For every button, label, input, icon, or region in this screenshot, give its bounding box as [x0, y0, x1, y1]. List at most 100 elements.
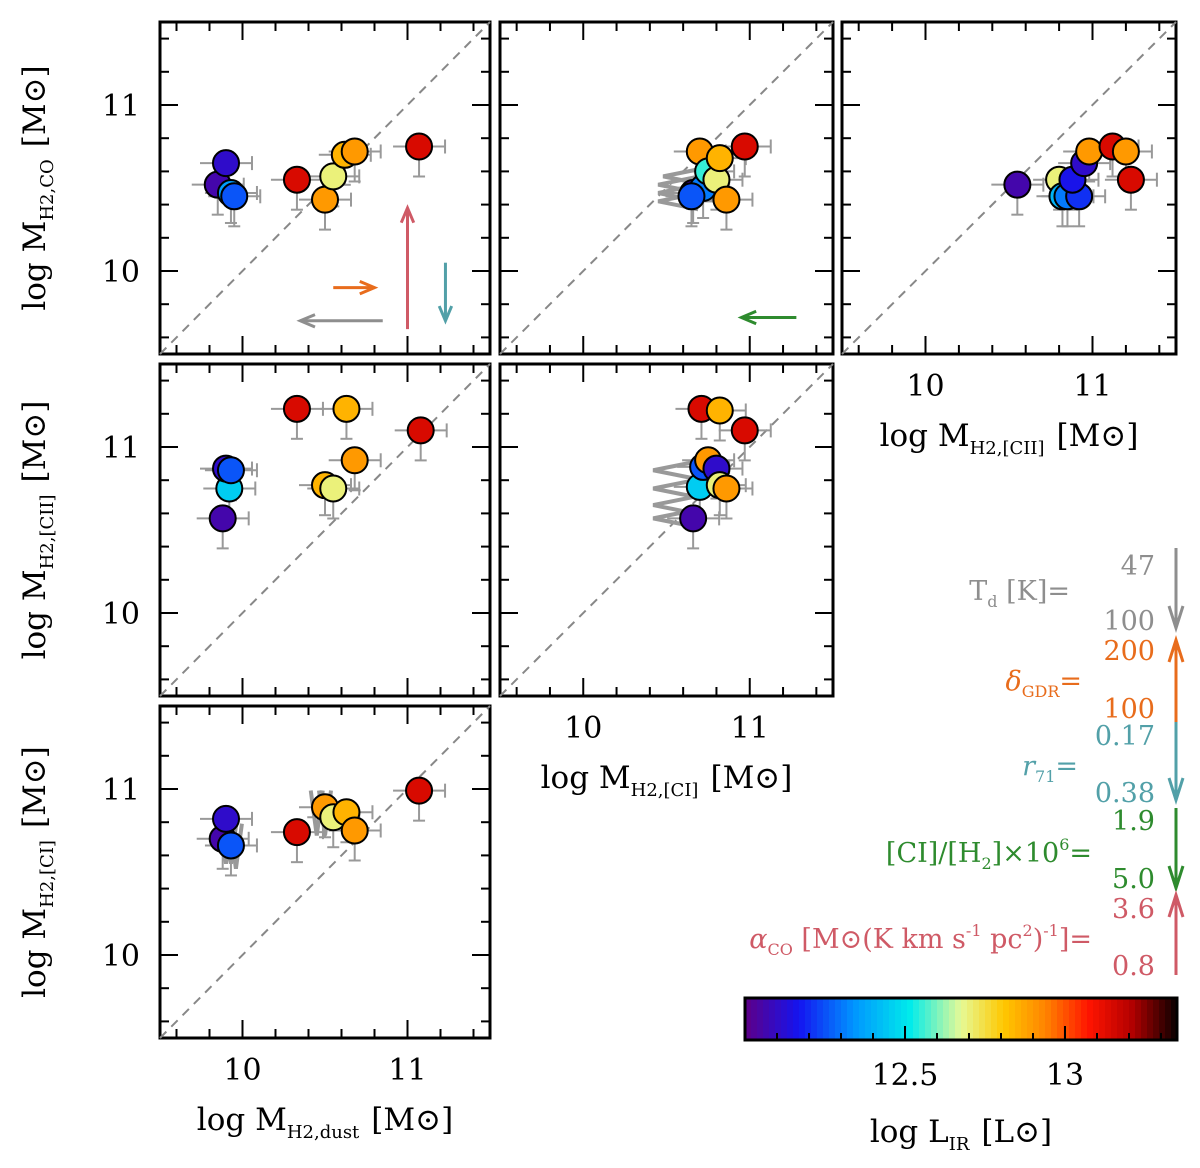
y-tick-label: 10: [102, 255, 140, 290]
colorbar-label-sub: IR: [949, 1134, 970, 1155]
colorbar-segment: [859, 998, 866, 1040]
data-point: [705, 144, 734, 173]
colorbar-segment: [1153, 998, 1160, 1040]
colorbar-segment: [775, 998, 782, 1040]
legend-r71-top: 0.17: [1095, 721, 1155, 752]
legend-ci-label-part: ]×10: [992, 838, 1060, 869]
colorbar-segment: [1069, 998, 1076, 1040]
legend-r71-bottom: 0.38: [1095, 778, 1155, 809]
shift-arrowhead: [399, 204, 416, 224]
x-tick-label: 11: [388, 1053, 426, 1088]
one-to-one-line: [159, 363, 491, 697]
shift-arrowhead: [296, 313, 316, 329]
colorbar-segment: [1045, 998, 1052, 1040]
colorbar-segment: [1027, 998, 1034, 1040]
y-axis-label-main: log M: [17, 569, 53, 659]
data-point: [705, 396, 734, 425]
colorbar-frame: [743, 996, 1179, 1042]
colorbar-segment: [1147, 998, 1154, 1040]
x-tick-label: 10: [223, 1053, 261, 1088]
colorbar-segment: [997, 998, 1004, 1040]
y-tick-label: 11: [102, 89, 140, 124]
upper-limit-chevron: [652, 508, 694, 529]
x-axis-label-unit: [M⊙]: [1057, 418, 1139, 454]
colorbar-segment: [829, 998, 836, 1040]
upper-limit-chevron: [652, 460, 694, 481]
y-tick-label: 10: [102, 597, 140, 632]
data-point: [1111, 137, 1140, 166]
legend-r71-label-part: =: [1055, 751, 1078, 782]
colorbar-segment: [787, 998, 794, 1040]
colorbar-segment: [967, 998, 974, 1040]
colorbar-segment: [763, 998, 770, 1040]
colorbar-segment: [853, 998, 860, 1040]
colorbar-segment: [913, 998, 920, 1040]
legend-td-bottom: 100: [1103, 606, 1155, 637]
legend-ci-arrow-head: [1167, 865, 1185, 893]
colorbar-segment: [973, 998, 980, 1040]
legend-gdr-bottom-part: 100: [1103, 694, 1155, 725]
x-axis-label-unit: [M⊙]: [371, 1102, 453, 1138]
colorbar-segment: [895, 998, 902, 1040]
data-point: [340, 446, 369, 475]
legend-td-top-part: 47: [1121, 551, 1155, 582]
legend-aco-label-part: 2: [1023, 921, 1033, 940]
x-axis-label: log MH2,[CI] [M⊙]: [541, 760, 793, 801]
colorbar-segment: [781, 998, 788, 1040]
legend-ci-bottom: 5.0: [1112, 864, 1155, 895]
legend-r71-label-part: 71: [1035, 767, 1055, 786]
legend-td-top: 47: [1121, 551, 1155, 582]
colorbar-segment: [823, 998, 830, 1040]
legend-aco-top: 3.6: [1112, 894, 1155, 925]
colorbar-segment: [1105, 998, 1112, 1040]
panel-cii-vs-co: 10 11 log MH2,[CII] [M⊙]: [840, 20, 1178, 459]
colorbar-segment: [1171, 998, 1178, 1040]
legend-gdr-top-part: 200: [1103, 636, 1155, 667]
legend-aco-top-part: 3.6: [1112, 894, 1155, 925]
colorbar-segment: [1063, 998, 1070, 1040]
colorbar-segment: [919, 998, 926, 1040]
x-axis-label-main: log M: [197, 1102, 287, 1138]
legend-ci-top: 1.9: [1112, 806, 1155, 837]
y-axis-label-unit: [M⊙]: [17, 746, 53, 828]
legend-aco-bottom-part: 0.8: [1112, 951, 1155, 982]
data-point: [216, 456, 245, 485]
x-axis-label-main: log M: [880, 418, 970, 454]
legend-td-label: Td [K]=: [969, 576, 1070, 611]
y-axis-label-main: log M: [17, 221, 53, 311]
legend-gdr-label-part: GDR: [1022, 682, 1061, 701]
data-point: [677, 182, 706, 211]
colorbar-segment: [1021, 998, 1028, 1040]
colorbar-layer: 12.5 13 log LIR [L⊙]: [743, 996, 1179, 1155]
data-point: [282, 818, 311, 847]
legend-td-arrow-head: [1167, 605, 1185, 633]
colorbar-segment: [805, 998, 812, 1040]
colorbar-segment: [937, 998, 944, 1040]
colorbar-segment: [979, 998, 986, 1040]
colorbar-segment: [1075, 998, 1082, 1040]
legend-aco-label: αCO [M⊙(K km s-1 pc2)-1]=: [749, 921, 1092, 959]
x-axis-label: log MH2,dust [M⊙]: [197, 1102, 453, 1143]
panel-dust-vs-co: 10 11 log MH2,CO [M⊙]: [17, 20, 492, 356]
colorbar-segment: [769, 998, 776, 1040]
shift-arrowhead: [359, 279, 379, 296]
colorbar-label: log LIR [L⊙]: [870, 1114, 1052, 1155]
colorbar-segment: [757, 998, 764, 1040]
data-point: [208, 504, 237, 533]
colorbar-tick-label: 13: [1046, 1058, 1084, 1093]
colorbar-segment: [961, 998, 968, 1040]
one-to-one-line: [159, 705, 491, 1039]
data-point: [712, 185, 741, 214]
colorbar-segment: [835, 998, 842, 1040]
data-point: [730, 132, 759, 161]
colorbar-segment: [1003, 998, 1010, 1040]
colorbar-segment: [847, 998, 854, 1040]
one-to-one-line: [159, 21, 491, 355]
colorbar-segment: [793, 998, 800, 1040]
y-axis-label: log MH2,CO [M⊙]: [17, 65, 58, 310]
one-to-one-line: [499, 363, 834, 697]
legend-aco-label-part: ]=: [1059, 924, 1092, 955]
legend-ci-label-part: 6: [1059, 835, 1069, 854]
